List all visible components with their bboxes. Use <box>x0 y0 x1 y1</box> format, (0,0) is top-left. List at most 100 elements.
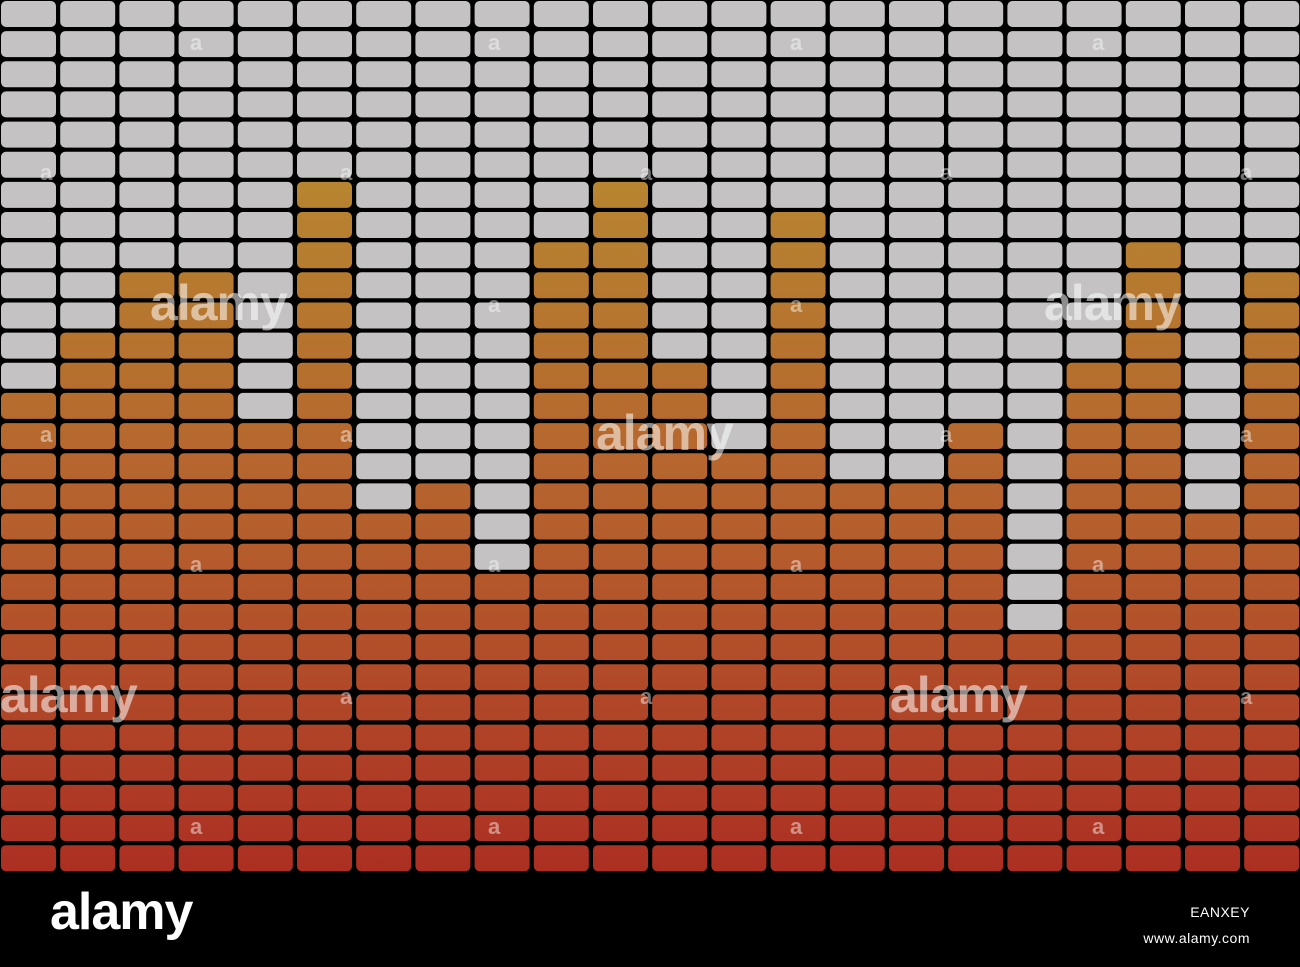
lit-cell <box>889 543 944 570</box>
lit-cell <box>770 513 826 540</box>
lit-cell <box>237 573 293 600</box>
unlit-cell <box>948 151 1004 178</box>
lit-cell <box>770 754 826 781</box>
unlit-cell <box>1007 543 1063 570</box>
lit-cell <box>829 573 885 600</box>
lit-cell <box>237 724 293 751</box>
unlit-cell <box>533 181 589 208</box>
unlit-cell <box>237 212 293 238</box>
lit-cell <box>1125 272 1181 299</box>
lit-cell <box>297 604 352 630</box>
unlit-cell <box>415 31 471 58</box>
lit-cell <box>770 423 826 450</box>
unlit-cell <box>948 272 1004 299</box>
unlit-cell <box>1 151 56 178</box>
lit-cell <box>1185 634 1240 661</box>
lit-cell <box>119 784 175 811</box>
unlit-cell <box>1007 573 1063 600</box>
unlit-cell <box>1066 31 1122 58</box>
lit-cell <box>415 754 471 781</box>
lit-cell <box>593 754 648 781</box>
unlit-cell <box>1 181 56 208</box>
unlit-cell <box>119 242 175 269</box>
lit-cell <box>474 815 530 841</box>
lit-cell <box>297 453 352 480</box>
unlit-cell <box>60 242 116 269</box>
unlit-cell <box>356 483 412 510</box>
unlit-cell <box>119 31 175 58</box>
unlit-cell <box>889 392 944 419</box>
lit-cell <box>1244 784 1300 811</box>
lit-cell <box>533 392 589 419</box>
lit-cell <box>1125 513 1181 540</box>
unlit-cell <box>178 242 234 269</box>
lit-cell <box>652 543 708 570</box>
unlit-cell <box>178 1 234 27</box>
unlit-cell <box>1185 181 1240 208</box>
lit-cell <box>1066 664 1122 691</box>
lit-cell <box>1007 845 1063 872</box>
unlit-cell <box>829 121 885 148</box>
lit-cell <box>770 573 826 600</box>
lit-cell <box>1244 724 1300 751</box>
lit-cell <box>1244 513 1300 540</box>
lit-cell <box>178 302 234 329</box>
unlit-cell <box>948 181 1004 208</box>
unlit-cell <box>533 61 589 88</box>
lit-cell <box>829 815 885 841</box>
lit-cell <box>178 845 234 872</box>
lit-cell <box>948 513 1004 540</box>
lit-cell <box>1244 604 1300 630</box>
unlit-cell <box>711 31 767 58</box>
lit-cell <box>1185 815 1240 841</box>
lit-cell <box>1 483 56 510</box>
unlit-cell <box>533 151 589 178</box>
unlit-cell <box>119 91 175 118</box>
unlit-cell <box>237 151 293 178</box>
lit-cell <box>356 815 412 841</box>
unlit-cell <box>356 181 412 208</box>
lit-cell <box>60 483 116 510</box>
unlit-cell <box>415 212 471 238</box>
unlit-cell <box>711 242 767 269</box>
lit-cell <box>1244 453 1300 480</box>
unlit-cell <box>415 61 471 88</box>
lit-cell <box>770 845 826 872</box>
unlit-cell <box>1185 272 1240 299</box>
unlit-cell <box>533 212 589 238</box>
unlit-cell <box>1185 151 1240 178</box>
lit-cell <box>593 724 648 751</box>
lit-cell <box>60 573 116 600</box>
lit-cell <box>60 694 116 721</box>
unlit-cell <box>297 31 352 58</box>
unlit-cell <box>237 272 293 299</box>
unlit-cell <box>474 31 530 58</box>
unlit-cell <box>948 121 1004 148</box>
lit-cell <box>119 634 175 661</box>
lit-cell <box>415 694 471 721</box>
unlit-cell <box>356 91 412 118</box>
unlit-cell <box>652 181 708 208</box>
lit-cell <box>1 453 56 480</box>
unlit-cell <box>1244 212 1300 238</box>
unlit-cell <box>652 31 708 58</box>
unlit-cell <box>474 423 530 450</box>
lit-cell <box>178 664 234 691</box>
image-id-label: EANXEY <box>1190 904 1250 920</box>
unlit-cell <box>415 121 471 148</box>
equalizer-display: alamy alamy alamy alamy alamy a a a a a … <box>0 1 1300 872</box>
unlit-cell <box>119 61 175 88</box>
lit-cell <box>889 784 944 811</box>
lit-cell <box>593 604 648 630</box>
unlit-cell <box>1244 1 1300 27</box>
lit-cell <box>297 513 352 540</box>
unlit-cell <box>1 302 56 329</box>
unlit-cell <box>1007 332 1063 359</box>
lit-cell <box>593 453 648 480</box>
unlit-cell <box>1185 423 1240 450</box>
unlit-cell <box>1125 31 1181 58</box>
lit-cell <box>652 604 708 630</box>
unlit-cell <box>1007 91 1063 118</box>
lit-cell <box>711 784 767 811</box>
lit-cell <box>119 815 175 841</box>
